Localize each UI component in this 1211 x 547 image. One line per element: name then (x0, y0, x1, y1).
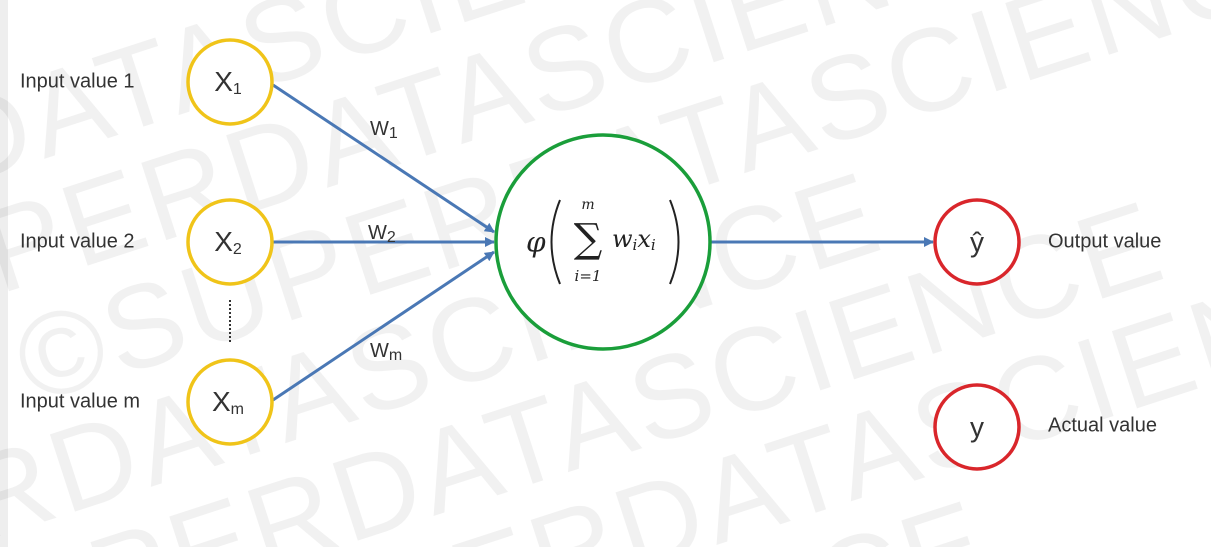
term-x: x (637, 225, 651, 253)
weight-symbol: W (368, 222, 387, 244)
weight-subscript: m (389, 347, 402, 364)
weight-subscript: 1 (389, 125, 398, 142)
paren-left (550, 199, 561, 285)
weight-label: W1 (370, 118, 398, 142)
output-label: Output value (1048, 230, 1161, 252)
weight-symbol: W (370, 340, 389, 362)
node-symbol: X (214, 66, 233, 97)
term-w-sub: i (633, 236, 638, 254)
node-subscript: 2 (233, 241, 242, 258)
activation-function: φ (526, 226, 546, 259)
node-label: X2 (214, 226, 242, 258)
connection (272, 250, 495, 402)
input-label: Input value 1 (20, 70, 135, 92)
node-symbol: X (214, 226, 233, 257)
weight-label: Wm (370, 340, 402, 364)
left-strip (0, 0, 8, 547)
sum-term: wixi (612, 225, 656, 255)
node-subscript: m (231, 401, 244, 418)
output-node (933, 383, 1021, 471)
input-node (186, 38, 274, 126)
paren-right (669, 199, 680, 285)
output-node (933, 198, 1021, 286)
node-symbol: X (212, 386, 231, 417)
weight-label: W2 (368, 222, 396, 246)
term-w: w (612, 225, 633, 253)
input-node (186, 358, 274, 446)
connection (272, 83, 495, 234)
term-x-sub: i (651, 236, 656, 254)
node-label: Xm (212, 386, 244, 418)
weight-symbol: W (370, 118, 389, 140)
sum-lower: i=1 (575, 267, 602, 285)
neuron (494, 133, 712, 351)
node-label: ŷ (970, 226, 984, 257)
output-label: Actual value (1048, 414, 1157, 436)
sum-upper: m (581, 197, 594, 213)
input-node (186, 198, 274, 286)
node-label: X1 (214, 66, 242, 98)
weight-subscript: 2 (387, 229, 396, 246)
input-label: Input value 2 (20, 230, 135, 252)
sum-operator: ∑ (574, 216, 603, 262)
node-subscript: 1 (233, 81, 242, 98)
node-label: y (970, 411, 984, 442)
input-label: Input value m (20, 390, 140, 412)
